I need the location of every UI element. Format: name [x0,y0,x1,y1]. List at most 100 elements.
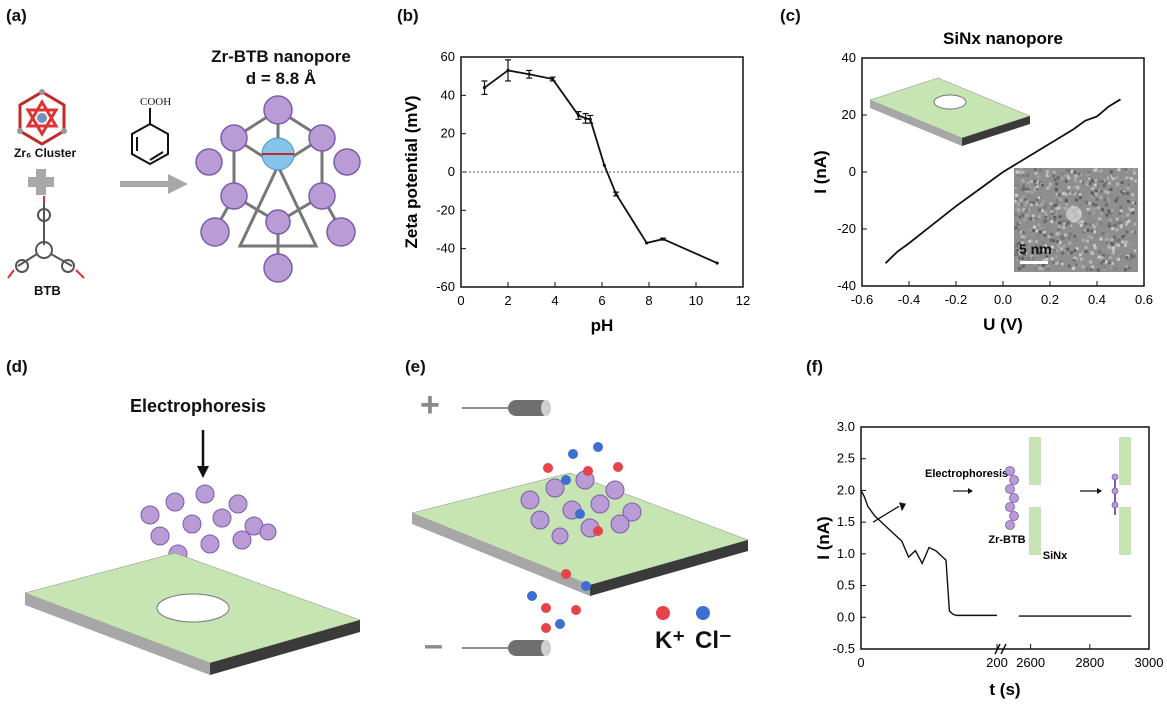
membrane-inset-icon [869,77,1031,146]
tem-noise-speck [1075,256,1079,260]
tem-noise-speck [1087,171,1091,175]
tem-noise-speck [1073,234,1077,238]
tem-noise-speck [1090,187,1094,191]
tem-noise-speck [1116,243,1120,247]
data-point [645,241,649,245]
tem-noise-speck [1077,172,1081,176]
tem-noise-speck [1088,211,1092,215]
tem-noise-speck [1066,247,1070,251]
tem-noise-speck [1093,225,1097,229]
tem-noise-speck [1032,225,1036,229]
tem-noise-speck [1055,255,1059,259]
tem-noise-speck [1053,178,1057,182]
tem-noise-speck [1032,216,1036,220]
tem-noise-speck [1131,196,1135,200]
tem-noise-speck [1031,218,1035,222]
tem-noise-speck [1080,215,1084,219]
tem-noise-speck [1032,256,1036,260]
tem-noise-speck [1051,174,1055,178]
tem-noise-speck [1079,173,1083,177]
tem-noise-speck [1119,190,1123,194]
tem-noise-speck [1088,192,1092,196]
tem-noise-speck [1099,189,1103,193]
tem-noise-speck [1087,201,1091,205]
tem-noise-speck [1057,225,1061,229]
tem-noise-speck [1081,225,1085,229]
tem-noise-speck [1024,197,1028,201]
tem-noise-speck [1060,262,1064,266]
tem-noise-speck [1024,184,1028,188]
inset-mof-node [1111,487,1119,495]
tem-noise-speck [1025,188,1029,192]
tem-noise-speck [1120,240,1124,244]
x-tick-label: 3000 [1135,655,1164,670]
tem-noise-speck [1060,247,1064,251]
tem-noise-speck [1046,173,1050,177]
tem-noise-speck [1133,179,1137,183]
positive-electrode-sign: + [420,386,440,424]
inset-mof-node [1009,475,1019,485]
tem-noise-speck [1078,193,1082,197]
tem-noise-speck [1024,268,1028,272]
x-tick-label: 8 [645,293,652,308]
zr6-cluster-label: Zr₆ Cluster [14,146,77,160]
tem-noise-speck [1123,236,1127,240]
tem-noise-speck [1069,251,1073,255]
tem-noise-speck [1047,249,1051,253]
tem-noise-speck [1125,220,1129,224]
tem-noise-speck [1083,228,1087,232]
tem-noise-speck [1114,199,1118,203]
tem-noise-speck [1018,215,1022,219]
tem-noise-speck [1085,201,1089,205]
tem-noise-speck [1052,239,1056,243]
tem-noise-speck [1023,252,1027,256]
tem-noise-speck [1133,169,1137,173]
y-tick-label: -20 [837,221,856,236]
tem-noise-speck [1086,239,1090,243]
tem-noise-speck [1031,189,1035,193]
tem-noise-speck [1074,174,1078,178]
tem-noise-speck [1014,184,1018,188]
tem-noise-speck [1034,171,1038,175]
tem-noise-speck [1023,235,1027,239]
data-point [482,86,487,90]
tem-noise-speck [1043,244,1047,248]
tem-noise-speck [1047,172,1051,176]
y-tick-label: 40 [842,50,856,65]
tem-noise-speck [1016,222,1020,226]
tem-noise-speck [1040,227,1044,231]
tem-noise-speck [1127,264,1131,268]
tem-noise-speck [1046,267,1050,271]
tem-noise-speck [1109,188,1113,192]
tem-noise-speck [1133,222,1137,226]
tem-noise-speck [1056,240,1060,244]
tem-noise-speck [1038,230,1042,234]
tem-noise-speck [1087,181,1091,185]
tem-noise-speck [1016,187,1020,191]
tem-noise-speck [1049,174,1053,178]
tem-noise-speck [1095,183,1099,187]
tem-noise-speck [1101,207,1105,211]
tem-noise-speck [1131,208,1135,212]
tem-noise-speck [1038,168,1042,172]
x-tick-label: 0.0 [994,292,1012,307]
panel-label-e: (e) [405,357,426,376]
tem-noise-speck [1031,243,1035,247]
tem-noise-speck [1067,264,1071,268]
tem-noise-speck [1094,188,1098,192]
tem-noise-speck [1067,194,1071,198]
tem-noise-speck [1064,199,1068,203]
tem-noise-speck [1101,195,1105,199]
tem-noise-speck [1100,248,1104,252]
tem-noise-speck [1064,192,1068,196]
y-axis-label: Zeta potential (mV) [402,95,421,248]
tem-noise-speck [1019,198,1023,202]
tem-noise-speck [1099,261,1103,265]
tem-noise-speck [1069,223,1073,227]
tem-noise-speck [1101,259,1105,263]
membrane-icon [24,552,361,675]
tem-noise-speck [1107,209,1111,213]
k-ion-label: K⁺ [655,627,685,654]
tem-noise-speck [1069,232,1073,236]
x-tick-label: 200 [986,655,1008,670]
